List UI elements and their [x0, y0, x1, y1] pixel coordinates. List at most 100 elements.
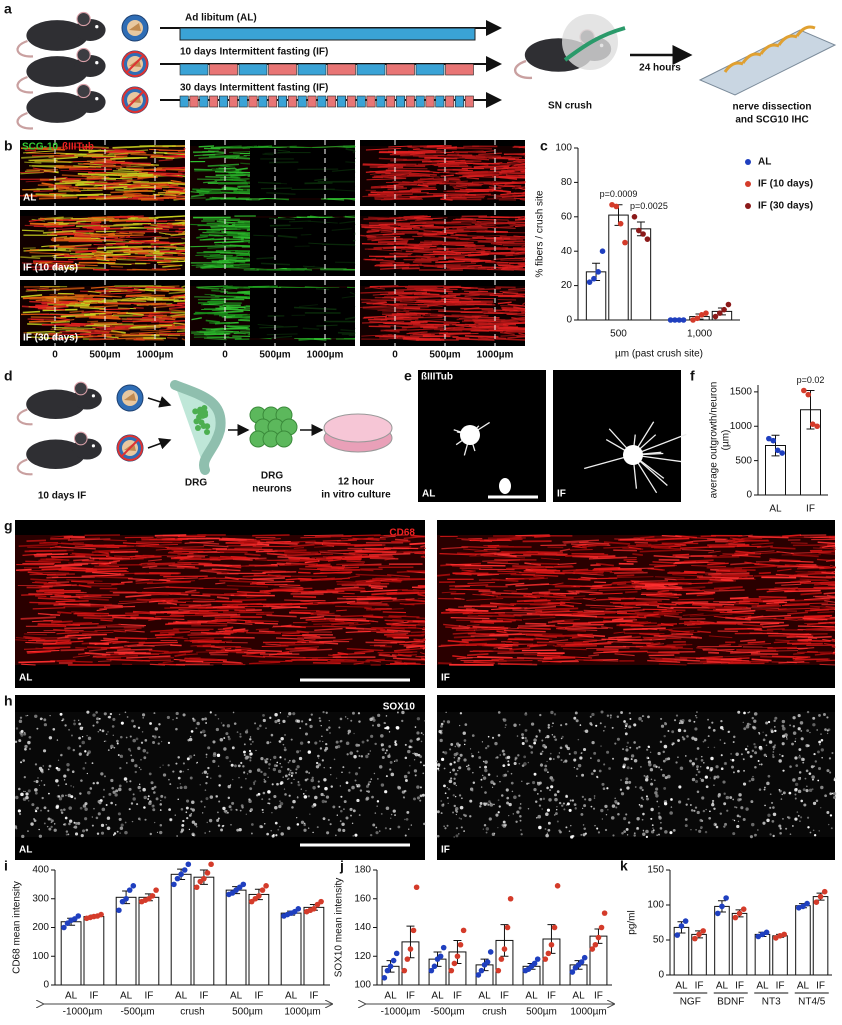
fiber: [168, 565, 196, 568]
fiber: [348, 551, 385, 554]
fiber: [289, 648, 333, 652]
fiber: [226, 325, 249, 329]
fiber: [259, 325, 298, 329]
cell: [324, 800, 327, 803]
cell: [73, 821, 76, 824]
cell: [404, 834, 407, 837]
cell: [143, 806, 146, 809]
fiber: [103, 539, 127, 542]
fiber: [220, 165, 236, 168]
fiber: [99, 238, 126, 241]
cell: [47, 817, 51, 821]
fiber: [84, 183, 119, 185]
cell: [57, 795, 61, 798]
fiber: [380, 328, 407, 332]
fiber: [409, 331, 426, 334]
mouse-body: [26, 92, 88, 123]
fiber: [653, 547, 682, 550]
fiber: [456, 338, 495, 341]
fiber: [380, 241, 403, 244]
fiber: [188, 603, 212, 608]
cell: [365, 784, 369, 788]
cell: [114, 793, 118, 797]
cell: [116, 742, 119, 745]
cell: [159, 809, 162, 811]
fiber: [344, 316, 356, 320]
fiber: [523, 155, 526, 158]
fiber: [375, 171, 391, 174]
fiber: [284, 599, 326, 602]
fiber: [208, 619, 237, 623]
fiber: [447, 153, 460, 156]
fiber: [389, 662, 416, 665]
cell: [38, 834, 43, 838]
fiber: [493, 257, 526, 260]
cell: [300, 820, 305, 824]
cell: [126, 762, 128, 764]
cell: [225, 812, 227, 814]
cell: [203, 770, 208, 774]
fiber: [54, 563, 89, 567]
fiber: [30, 578, 57, 582]
fiber: [649, 638, 666, 641]
fiber: [396, 658, 426, 662]
fiber: [39, 564, 83, 568]
cell: [254, 722, 257, 725]
cell: [343, 808, 345, 810]
fiber: [497, 570, 522, 573]
cell: [307, 740, 311, 744]
cell: [394, 741, 397, 744]
fiber: [372, 301, 387, 305]
fiber: [467, 189, 503, 193]
cell: [419, 799, 422, 802]
fiber: [314, 627, 343, 632]
cell: [256, 768, 261, 772]
fiber: [420, 652, 426, 655]
cell: [261, 808, 264, 811]
cell: [17, 809, 21, 813]
fiber: [407, 146, 420, 150]
cell: [82, 767, 86, 770]
fiber: [145, 254, 163, 257]
fiber: [253, 234, 274, 237]
fiber: [751, 658, 772, 662]
cell: [152, 808, 156, 812]
fiber: [156, 249, 186, 253]
timeline-block: [415, 95, 425, 108]
fiber: [230, 145, 258, 149]
timeline-block: [455, 95, 464, 108]
cell: [307, 750, 312, 754]
cell: [118, 817, 122, 821]
cell: [266, 832, 269, 836]
fiber: [193, 153, 224, 157]
fiber: [601, 638, 642, 641]
cell: [28, 747, 32, 750]
cell: [414, 774, 417, 777]
cell: [28, 800, 30, 802]
fiber: [169, 309, 186, 313]
cell: [84, 807, 88, 811]
fiber: [672, 553, 690, 556]
cell: [389, 768, 392, 771]
cell: [172, 770, 175, 773]
fiber: [203, 264, 216, 267]
cell: [397, 825, 401, 829]
cell: [376, 723, 381, 727]
fiber: [104, 324, 148, 327]
fiber: [138, 641, 178, 644]
fiber: [491, 174, 522, 178]
cell: [53, 823, 56, 825]
cell: [296, 817, 298, 819]
fiber: [395, 654, 417, 657]
fiber: [758, 595, 787, 599]
cell: [118, 784, 122, 788]
cell: [42, 749, 47, 753]
cell: [403, 774, 408, 779]
fiber: [33, 553, 68, 556]
cell: [311, 804, 315, 808]
cell: [73, 825, 78, 829]
fiber: [499, 235, 526, 238]
timeline-block: [258, 95, 268, 108]
fiber: [167, 337, 178, 339]
fiber: [296, 630, 309, 634]
